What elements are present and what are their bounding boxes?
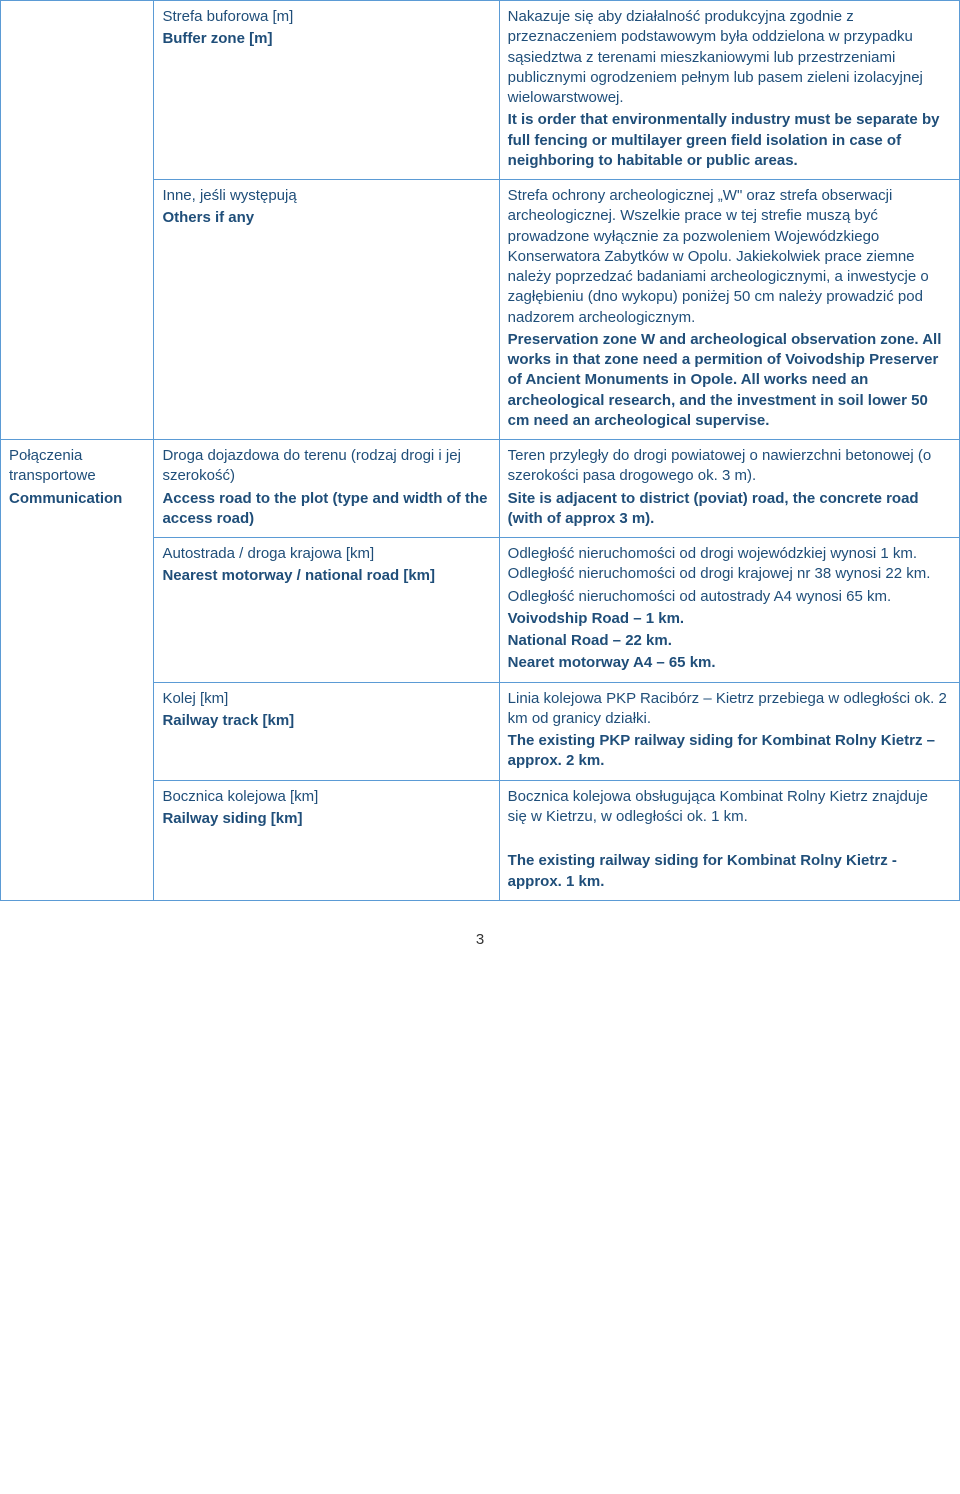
val-en: Preservation zone W and archeological ob… [508,330,951,431]
val-pl: Odległość nieruchomości od drogi wojewód… [508,544,951,585]
sub-pl: Strefa buforowa [m] [162,7,490,27]
row-buffer-zone: Strefa buforowa [m] Buffer zone [m] Naka… [1,1,960,180]
sub-pl: Inne, jeśli występują [162,186,490,206]
sub-others: Inne, jeśli występują Others if any [154,180,499,440]
sub-access: Droga dojazdowa do terenu (rodzaj drogi … [154,440,499,538]
val-en1: Voivodship Road – 1 km. [508,609,951,629]
val-pl: Bocznica kolejowa obsługująca Kombinat R… [508,787,951,828]
val-en2: National Road – 22 km. [508,631,951,651]
site-table: Strefa buforowa [m] Buffer zone [m] Naka… [0,0,960,901]
sub-pl: Droga dojazdowa do terenu (rodzaj drogi … [162,446,490,487]
sub-en: Access road to the plot (type and width … [162,489,490,530]
cat-communication: Połączenia transportowe Communication [1,440,154,901]
val-access: Teren przyległy do drogi powiatowej o na… [499,440,959,538]
cat-cell-blank [1,1,154,440]
val-siding: Bocznica kolejowa obsługująca Kombinat R… [499,780,959,900]
val-buffer: Nakazuje się aby działalność produkcyjna… [499,1,959,180]
sub-siding: Bocznica kolejowa [km] Railway siding [k… [154,780,499,900]
page-number: 3 [0,931,960,948]
val-en: The existing railway siding for Kombinat… [508,851,951,892]
val-pl: Strefa ochrony archeologicznej „W" oraz … [508,186,951,328]
sub-en: Railway siding [km] [162,809,490,829]
val-en: It is order that environmentally industr… [508,110,951,171]
sub-en: Railway track [km] [162,711,490,731]
val-en: The existing PKP railway siding for Komb… [508,731,951,772]
sub-en: Others if any [162,208,490,228]
val-en3: Nearet motorway A4 – 65 km. [508,653,951,673]
val-en: Site is adjacent to district (poviat) ro… [508,489,951,530]
cat-pl: Połączenia transportowe [9,446,145,487]
sub-buffer: Strefa buforowa [m] Buffer zone [m] [154,1,499,180]
sub-motorway: Autostrada / droga krajowa [km] Nearest … [154,538,499,683]
val-pl: Teren przyległy do drogi powiatowej o na… [508,446,951,487]
sub-railway: Kolej [km] Railway track [km] [154,682,499,780]
sub-en: Buffer zone [m] [162,29,490,49]
sub-en: Nearest motorway / national road [km] [162,566,490,586]
sub-pl: Bocznica kolejowa [km] [162,787,490,807]
cat-en: Communication [9,489,145,509]
val-railway: Linia kolejowa PKP Racibórz – Kietrz prz… [499,682,959,780]
row-access-road: Połączenia transportowe Communication Dr… [1,440,960,538]
sub-pl: Kolej [km] [162,689,490,709]
val-motorway: Odległość nieruchomości od drogi wojewód… [499,538,959,683]
val-pl: Nakazuje się aby działalność produkcyjna… [508,7,951,108]
val-pl: Linia kolejowa PKP Racibórz – Kietrz prz… [508,689,951,730]
val-pl2: Odległość nieruchomości od autostrady A4… [508,587,951,607]
val-others: Strefa ochrony archeologicznej „W" oraz … [499,180,959,440]
sub-pl: Autostrada / droga krajowa [km] [162,544,490,564]
